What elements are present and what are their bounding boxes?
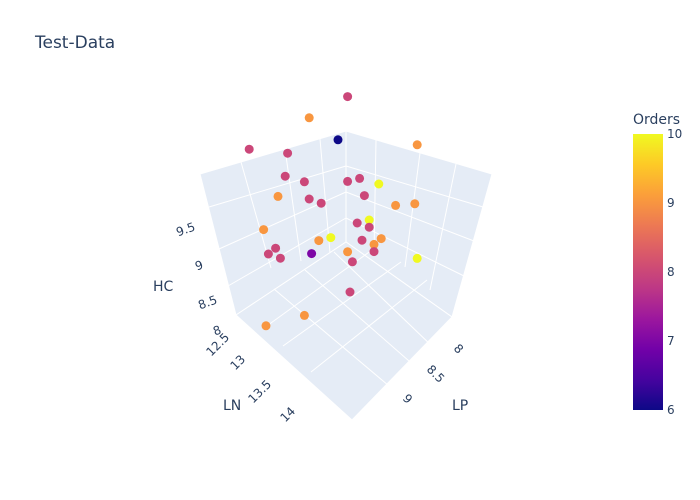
scatter-point[interactable] bbox=[244, 144, 254, 154]
z-axis-title: HC bbox=[153, 279, 174, 295]
colorbar-tick-label: 7 bbox=[667, 334, 675, 348]
scatter-point[interactable] bbox=[364, 222, 374, 232]
colorbar-title: Orders bbox=[633, 112, 680, 128]
y-tick-label: 12.5 bbox=[203, 330, 232, 359]
scatter-point[interactable] bbox=[314, 236, 324, 246]
scatter-point[interactable] bbox=[299, 310, 309, 320]
colorbar: Orders 6 7 8 9 10 bbox=[633, 112, 682, 417]
y-tick-label: 14 bbox=[277, 404, 298, 425]
colorbar-tick-label: 9 bbox=[667, 196, 675, 210]
scatter-point[interactable] bbox=[316, 198, 326, 208]
colorbar-ticks: 6 7 8 9 10 bbox=[667, 127, 682, 417]
scatter-point[interactable] bbox=[259, 225, 269, 235]
scatter-point[interactable] bbox=[304, 194, 314, 204]
chart-title: Test-Data bbox=[35, 33, 116, 53]
scatter-point[interactable] bbox=[326, 233, 336, 243]
colorbar-gradient bbox=[633, 134, 663, 410]
scatter-point[interactable] bbox=[333, 135, 343, 145]
scatter-point[interactable] bbox=[271, 243, 281, 253]
scatter-points bbox=[244, 92, 422, 331]
scatter-point[interactable] bbox=[343, 92, 353, 102]
scatter-point[interactable] bbox=[347, 257, 357, 267]
y-tick-label: 13.5 bbox=[245, 377, 274, 406]
x-tick-label: 8.5 bbox=[424, 362, 447, 385]
scatter-point[interactable] bbox=[280, 171, 290, 181]
x-tick-label: 9 bbox=[400, 391, 415, 406]
x-tick-label: 8 bbox=[451, 341, 466, 356]
scatter-point[interactable] bbox=[412, 140, 422, 150]
scatter-point[interactable] bbox=[273, 191, 283, 201]
scatter-point[interactable] bbox=[299, 177, 309, 187]
scatter-point[interactable] bbox=[374, 179, 384, 189]
scatter-point[interactable] bbox=[304, 113, 314, 123]
x-axis-title: LP bbox=[452, 398, 468, 414]
scatter-point[interactable] bbox=[345, 287, 355, 297]
scatter-point[interactable] bbox=[364, 215, 374, 225]
scatter-point[interactable] bbox=[369, 247, 379, 257]
colorbar-tick-label: 6 bbox=[667, 403, 675, 417]
scatter-point[interactable] bbox=[376, 234, 386, 244]
y-tick-label: 13 bbox=[227, 352, 248, 373]
scatter-point[interactable] bbox=[343, 247, 353, 257]
scatter-point[interactable] bbox=[263, 249, 273, 259]
z-tick-label: 8.5 bbox=[196, 293, 219, 313]
scatter-point[interactable] bbox=[412, 253, 422, 263]
scatter-point[interactable] bbox=[369, 239, 379, 249]
z-axis-ticks: 9.5 9 8.5 8 bbox=[174, 220, 223, 339]
scatter-point[interactable] bbox=[261, 321, 271, 331]
scatter-point[interactable] bbox=[307, 249, 317, 259]
floor-pane bbox=[235, 241, 453, 421]
y-axis-title: LN bbox=[223, 398, 241, 414]
scatter-point[interactable] bbox=[275, 253, 285, 263]
z-tick-label: 9 bbox=[193, 258, 205, 274]
colorbar-tick-label: 10 bbox=[667, 127, 682, 141]
scatter-point[interactable] bbox=[357, 235, 367, 245]
scatter-point[interactable] bbox=[359, 191, 369, 201]
scatter-point[interactable] bbox=[391, 200, 401, 210]
scatter-point[interactable] bbox=[355, 173, 365, 183]
scatter-point[interactable] bbox=[352, 218, 362, 228]
scatter-point[interactable] bbox=[343, 176, 353, 186]
z-tick-label: 9.5 bbox=[174, 220, 197, 240]
colorbar-tick-label: 8 bbox=[667, 265, 675, 279]
scatter-point[interactable] bbox=[410, 199, 420, 209]
z-tick-label: 8 bbox=[211, 323, 223, 339]
scatter-point[interactable] bbox=[283, 148, 293, 158]
